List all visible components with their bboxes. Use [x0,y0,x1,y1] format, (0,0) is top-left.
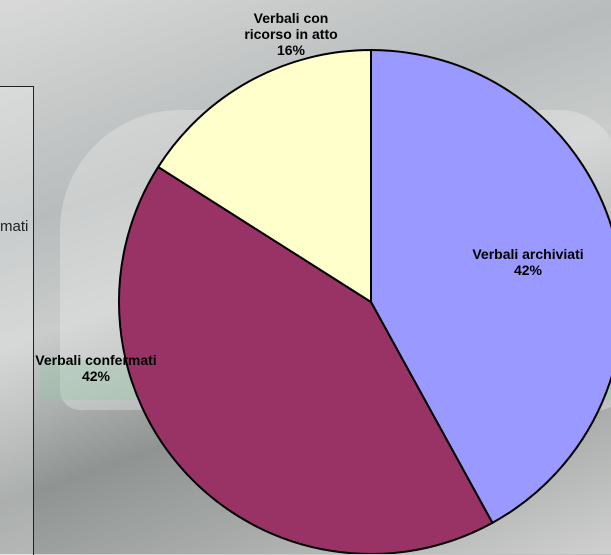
background-text: mati [0,218,29,235]
pie-slice [156,48,372,304]
slice-value-label: 16% [276,42,306,58]
legend-box [0,86,34,555]
slice-label: Verbali archiviati [472,246,584,262]
pie-slice [370,48,611,525]
slice-value-label: 42% [81,368,111,384]
slice-label: Verbali confermati [35,352,157,368]
slice-value-label: 42% [513,262,543,278]
slice-label: Verbali con ricorso in atto [244,10,338,42]
pie-slice [118,165,494,554]
